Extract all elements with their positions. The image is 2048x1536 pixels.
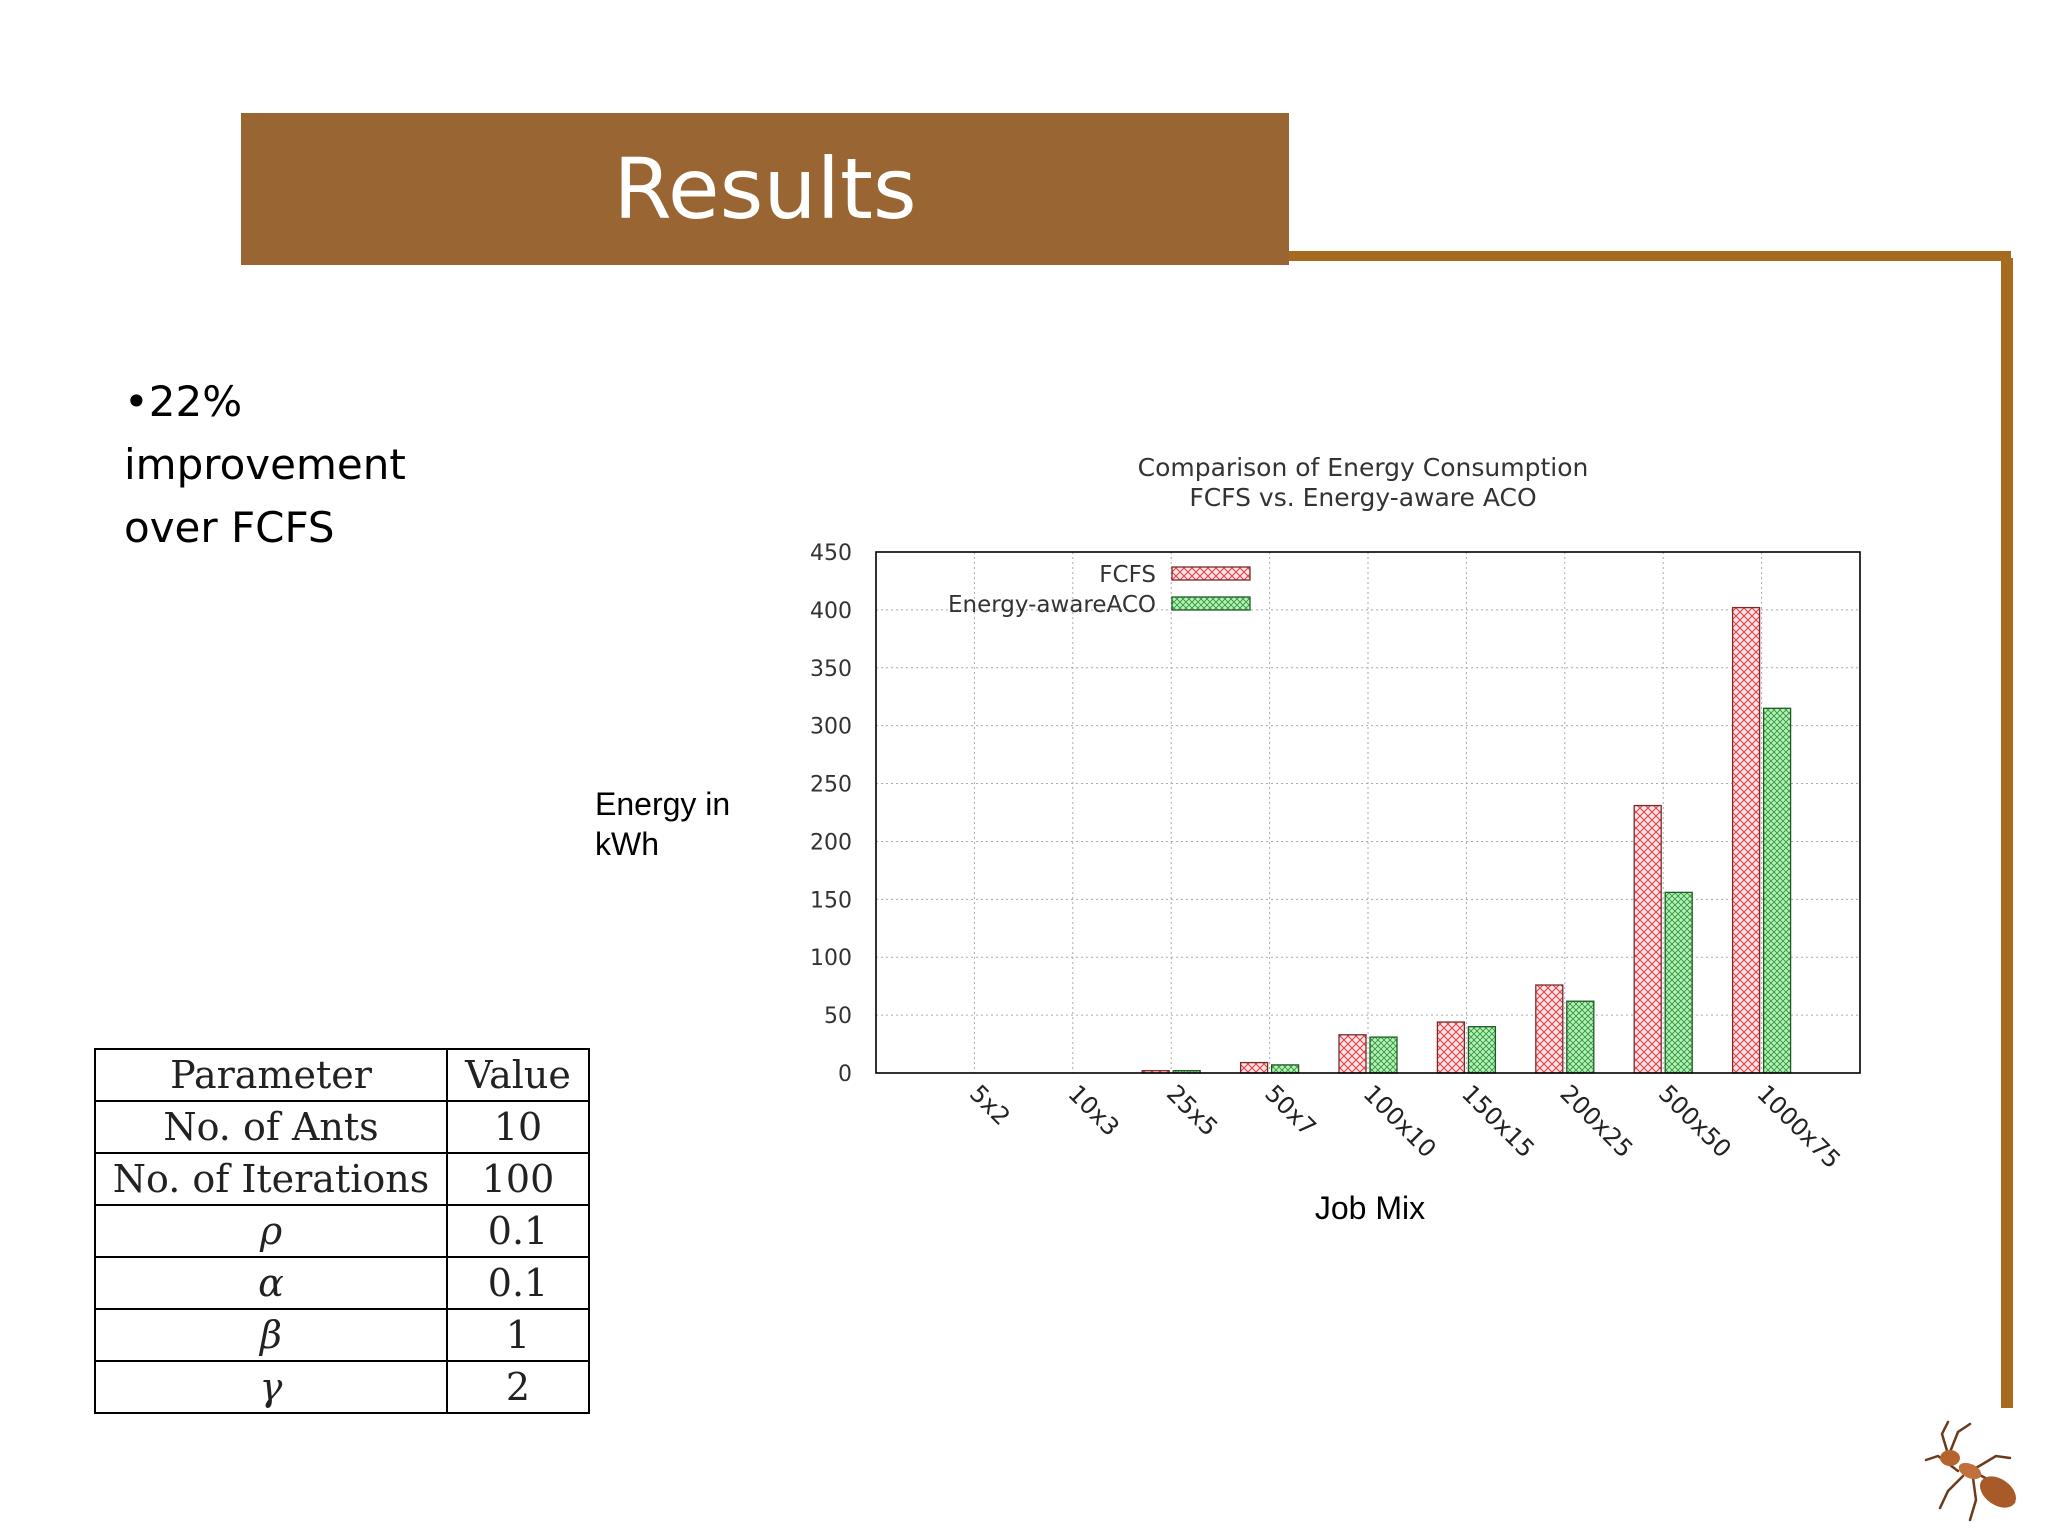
y-tick-label: 300 — [810, 715, 852, 740]
x-tick-label: 200x25 — [1555, 1079, 1639, 1163]
bar-fcfs — [1633, 804, 1662, 1074]
chart-subtitle: FCFS vs. Energy-aware ACO — [1189, 483, 1536, 512]
table-cell: No. of Ants — [94, 1100, 448, 1154]
table-cell: 0.1 — [446, 1256, 590, 1310]
legend-label: FCFS — [1099, 562, 1156, 588]
x-tick-label: 50x7 — [1259, 1079, 1321, 1141]
x-tick-label: 5x2 — [964, 1079, 1015, 1130]
table-row: α 0.1 — [94, 1256, 590, 1310]
table-header-row: Parameter Value — [94, 1048, 590, 1102]
y-tick-label: 400 — [810, 599, 852, 624]
bullet-point: •22% improvement over FCFS — [124, 377, 406, 552]
bar-fcfs — [1535, 984, 1564, 1074]
x-tick-label: 100x10 — [1358, 1079, 1442, 1163]
plot-frame — [875, 551, 1861, 1074]
table-cell: β — [94, 1308, 448, 1362]
legend-swatch — [1171, 596, 1251, 611]
ant-icon — [1924, 1420, 2017, 1522]
table-cell: 2 — [446, 1360, 590, 1414]
chart-y-axis-label: Energy in kWh — [595, 786, 731, 862]
table-header-cell: Value — [446, 1048, 590, 1102]
bar-energy-aware-aco — [1566, 1000, 1595, 1074]
y-tick-label: 450 — [810, 541, 852, 566]
table-header-cell: Parameter — [94, 1048, 448, 1102]
chart-x-axis-label: Job Mix — [1314, 1190, 1426, 1226]
bar-fcfs — [1338, 1034, 1367, 1074]
x-tick-label: 150x15 — [1456, 1079, 1540, 1163]
x-tick-label: 1000x75 — [1751, 1079, 1846, 1174]
bar-energy-aware-aco — [1270, 1064, 1300, 1074]
table-row: β 1 — [94, 1308, 590, 1362]
bar-fcfs — [1239, 1061, 1269, 1074]
bar-fcfs — [1436, 1021, 1466, 1074]
parameter-table: Parameter Value No. of Ants 10 No. of It… — [94, 1048, 590, 1414]
y-tick-label: 100 — [810, 946, 852, 971]
table-cell: No. of Iterations — [94, 1152, 448, 1206]
y-tick-label: 200 — [810, 830, 852, 855]
energy-bar-chart: Comparison of Energy Consumption FCFS vs… — [810, 453, 1861, 1174]
x-tick-label: 25x5 — [1161, 1079, 1223, 1141]
table-cell: 10 — [446, 1100, 590, 1154]
table-cell: 1 — [446, 1308, 590, 1362]
legend-label: Energy-awareACO — [948, 592, 1156, 618]
y-tick-label: 0 — [838, 1062, 852, 1087]
decorative-rule-vertical — [2001, 258, 2013, 1408]
y-tick-label: 250 — [810, 773, 852, 798]
table-cell: ρ — [94, 1204, 448, 1258]
y-tick-label: 350 — [810, 657, 852, 682]
bar-fcfs — [1731, 606, 1761, 1074]
table-cell: 100 — [446, 1152, 590, 1206]
bar-energy-aware-aco — [1664, 891, 1693, 1074]
table-row: No. of Ants 10 — [94, 1100, 590, 1154]
decorative-rule-horizontal — [1289, 251, 2011, 261]
legend-swatch — [1171, 566, 1251, 581]
x-tick-label: 500x50 — [1653, 1079, 1737, 1163]
table-cell: α — [94, 1256, 448, 1310]
x-tick-label: 10x3 — [1063, 1079, 1125, 1141]
y-tick-label: 50 — [824, 1004, 852, 1029]
bar-energy-aware-aco — [1369, 1036, 1398, 1074]
slide-title: Results — [613, 140, 917, 238]
table-cell: γ — [94, 1360, 448, 1414]
table-row: No. of Iterations 100 — [94, 1152, 590, 1206]
table-row: ρ 0.1 — [94, 1204, 590, 1258]
y-tick-label: 150 — [810, 888, 852, 913]
title-bar: Results — [241, 113, 1289, 265]
table-cell: 0.1 — [446, 1204, 590, 1258]
bar-energy-aware-aco — [1762, 707, 1792, 1074]
table-row: γ 2 — [94, 1360, 590, 1414]
bar-energy-aware-aco — [1467, 1026, 1497, 1074]
chart-title: Comparison of Energy Consumption — [1138, 453, 1589, 482]
